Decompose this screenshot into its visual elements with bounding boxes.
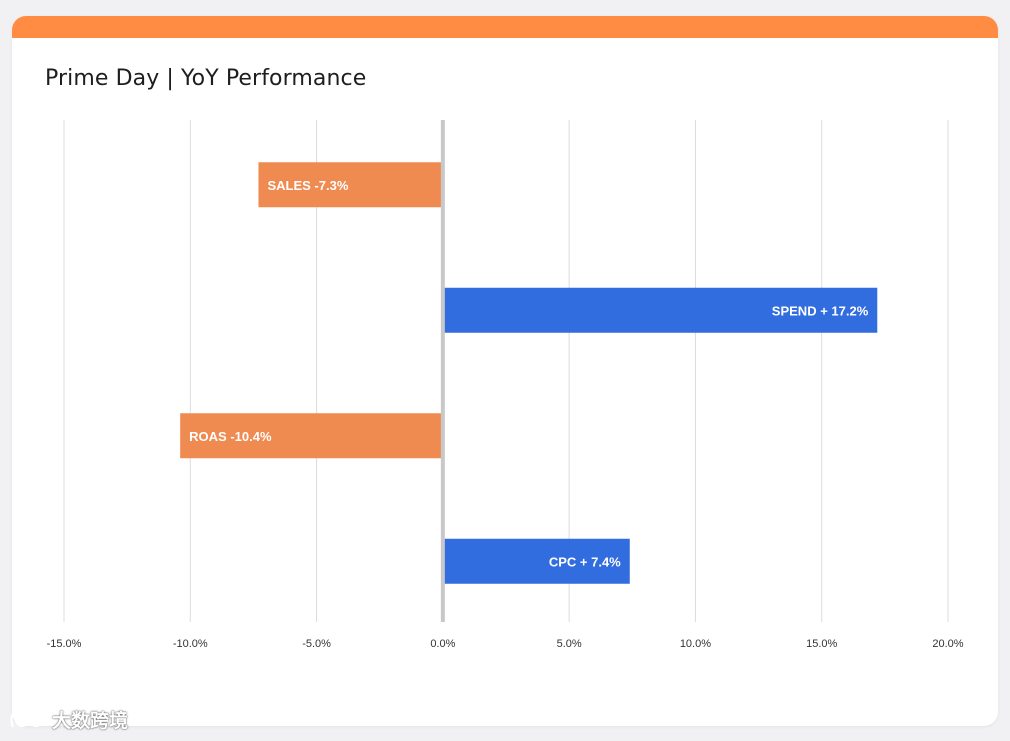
chart-card: Prime Day | YoY Performance xyxy=(12,16,998,726)
bar-spend xyxy=(442,287,878,333)
bar-sales xyxy=(258,162,443,208)
bar-cpc xyxy=(442,538,630,584)
x-tick-label: 10.0% xyxy=(680,638,711,650)
bar-label-roas: ROAS -10.4% xyxy=(189,429,272,444)
watermark-text: 大数跨境 xyxy=(52,710,129,732)
x-tick-label: 15.0% xyxy=(806,638,837,650)
card-accent-bar xyxy=(12,16,998,38)
x-tick-label: 0.0% xyxy=(430,638,455,650)
bar-label-sales: SALES -7.3% xyxy=(267,178,348,193)
watermark: 大数跨境 xyxy=(8,706,128,733)
x-tick-label: -5.0% xyxy=(302,638,331,650)
chart-title: Prime Day | YoY Performance xyxy=(45,66,367,91)
bar-roas xyxy=(180,413,443,459)
x-tick-label: -15.0% xyxy=(47,638,82,650)
x-tick-label: 5.0% xyxy=(557,638,582,650)
bar-label-cpc: CPC + 7.4% xyxy=(549,554,621,569)
brand-logo-icon xyxy=(8,709,48,731)
x-tick-label: 20.0% xyxy=(932,638,963,650)
x-tick-label: -10.0% xyxy=(173,638,208,650)
bar-label-spend: SPEND + 17.2% xyxy=(772,303,869,318)
